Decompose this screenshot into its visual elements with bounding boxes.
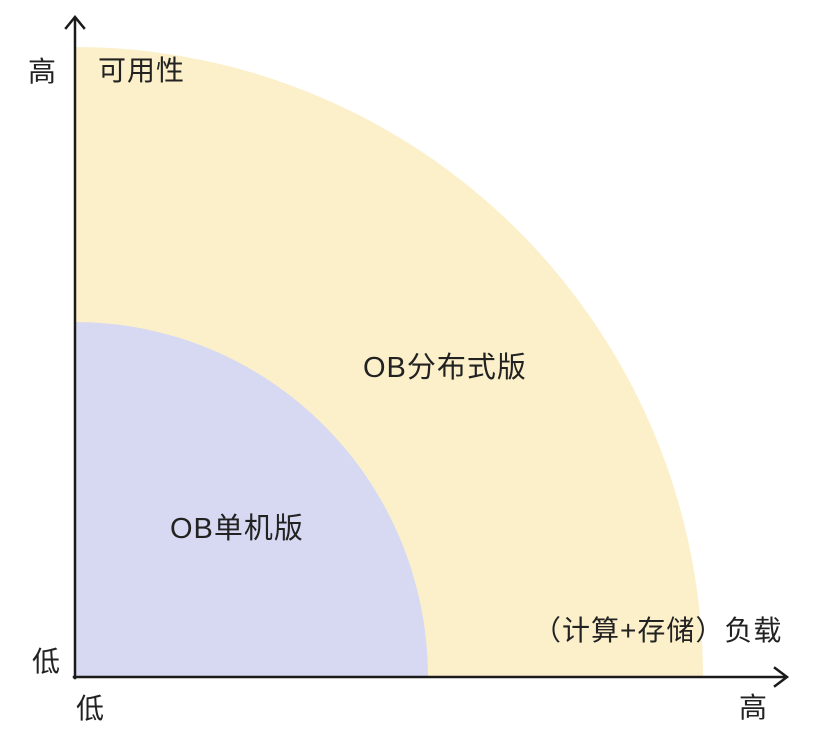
y-axis-arrowhead-icon: [64, 15, 86, 30]
axes-group: [64, 15, 790, 688]
region-label-standalone: OB单机版: [170, 513, 304, 545]
y-axis-title: 可用性: [98, 55, 186, 86]
x-axis-arrowhead-icon: [773, 666, 790, 688]
standalone-region-shape: [75, 322, 428, 677]
y-axis-high-label: 高: [28, 56, 58, 87]
region-label-distributed: OB分布式版: [363, 352, 527, 384]
x-axis-title: （计算+存储）负载: [533, 615, 783, 646]
y-axis-low-label: 低: [32, 646, 62, 677]
x-axis-low-label: 低: [76, 693, 106, 724]
x-axis-high-label: 高: [739, 692, 769, 723]
